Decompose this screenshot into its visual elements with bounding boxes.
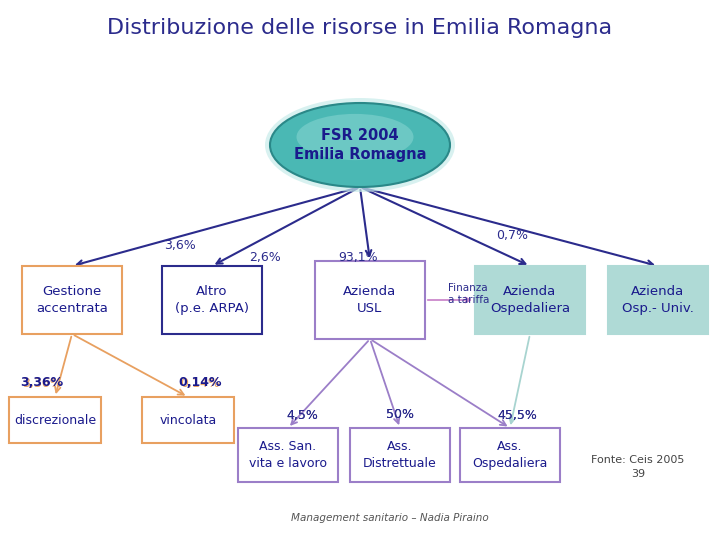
Text: 45,5%: 45,5% xyxy=(497,408,537,422)
Text: 50%: 50% xyxy=(386,408,414,422)
Text: 4,5%: 4,5% xyxy=(286,408,318,422)
Text: 0,7%: 0,7% xyxy=(496,228,528,241)
Text: 3,36%: 3,36% xyxy=(20,376,63,389)
Ellipse shape xyxy=(297,114,413,160)
FancyBboxPatch shape xyxy=(350,428,450,482)
FancyBboxPatch shape xyxy=(475,266,585,334)
Text: 4,5%: 4,5% xyxy=(286,408,318,422)
Text: 0,14%: 0,14% xyxy=(180,376,220,389)
Text: 3,36%: 3,36% xyxy=(22,376,62,389)
Text: Distribuzione delle risorse in Emilia Romagna: Distribuzione delle risorse in Emilia Ro… xyxy=(107,18,613,38)
Text: Gestione
accentrata: Gestione accentrata xyxy=(36,285,108,315)
Text: Ass.
Ospedaliera: Ass. Ospedaliera xyxy=(472,440,548,470)
FancyBboxPatch shape xyxy=(162,266,262,334)
Text: 3,6%: 3,6% xyxy=(164,239,196,252)
Text: 50%: 50% xyxy=(386,408,414,422)
FancyBboxPatch shape xyxy=(22,266,122,334)
Text: Azienda
Ospedaliera: Azienda Ospedaliera xyxy=(490,285,570,315)
FancyBboxPatch shape xyxy=(142,397,234,443)
Text: 0,14%: 0,14% xyxy=(179,376,222,389)
Text: Management sanitario – Nadia Piraino: Management sanitario – Nadia Piraino xyxy=(291,513,489,523)
Text: Fonte: Ceis 2005
39: Fonte: Ceis 2005 39 xyxy=(591,455,685,479)
FancyBboxPatch shape xyxy=(608,266,708,334)
Text: Altro
(p.e. ARPA): Altro (p.e. ARPA) xyxy=(175,285,249,315)
Text: vincolata: vincolata xyxy=(159,414,217,427)
FancyBboxPatch shape xyxy=(238,428,338,482)
Ellipse shape xyxy=(265,98,455,192)
Text: 45,5%: 45,5% xyxy=(497,408,537,422)
Text: Ass. San.
vita e lavoro: Ass. San. vita e lavoro xyxy=(249,440,327,470)
Ellipse shape xyxy=(270,103,450,187)
FancyBboxPatch shape xyxy=(9,397,101,443)
Text: Azienda
USL: Azienda USL xyxy=(343,285,397,315)
FancyBboxPatch shape xyxy=(315,261,425,339)
Text: 93,1%: 93,1% xyxy=(338,252,378,265)
Text: 2,6%: 2,6% xyxy=(249,251,281,264)
FancyBboxPatch shape xyxy=(460,428,560,482)
Text: Finanza
a tariffa: Finanza a tariffa xyxy=(448,283,490,305)
Text: Ass.
Distrettuale: Ass. Distrettuale xyxy=(363,440,437,470)
Text: Azienda
Osp.- Univ.: Azienda Osp.- Univ. xyxy=(622,285,694,315)
Text: discrezionale: discrezionale xyxy=(14,414,96,427)
Text: FSR 2004
Emilia Romagna: FSR 2004 Emilia Romagna xyxy=(294,127,426,163)
